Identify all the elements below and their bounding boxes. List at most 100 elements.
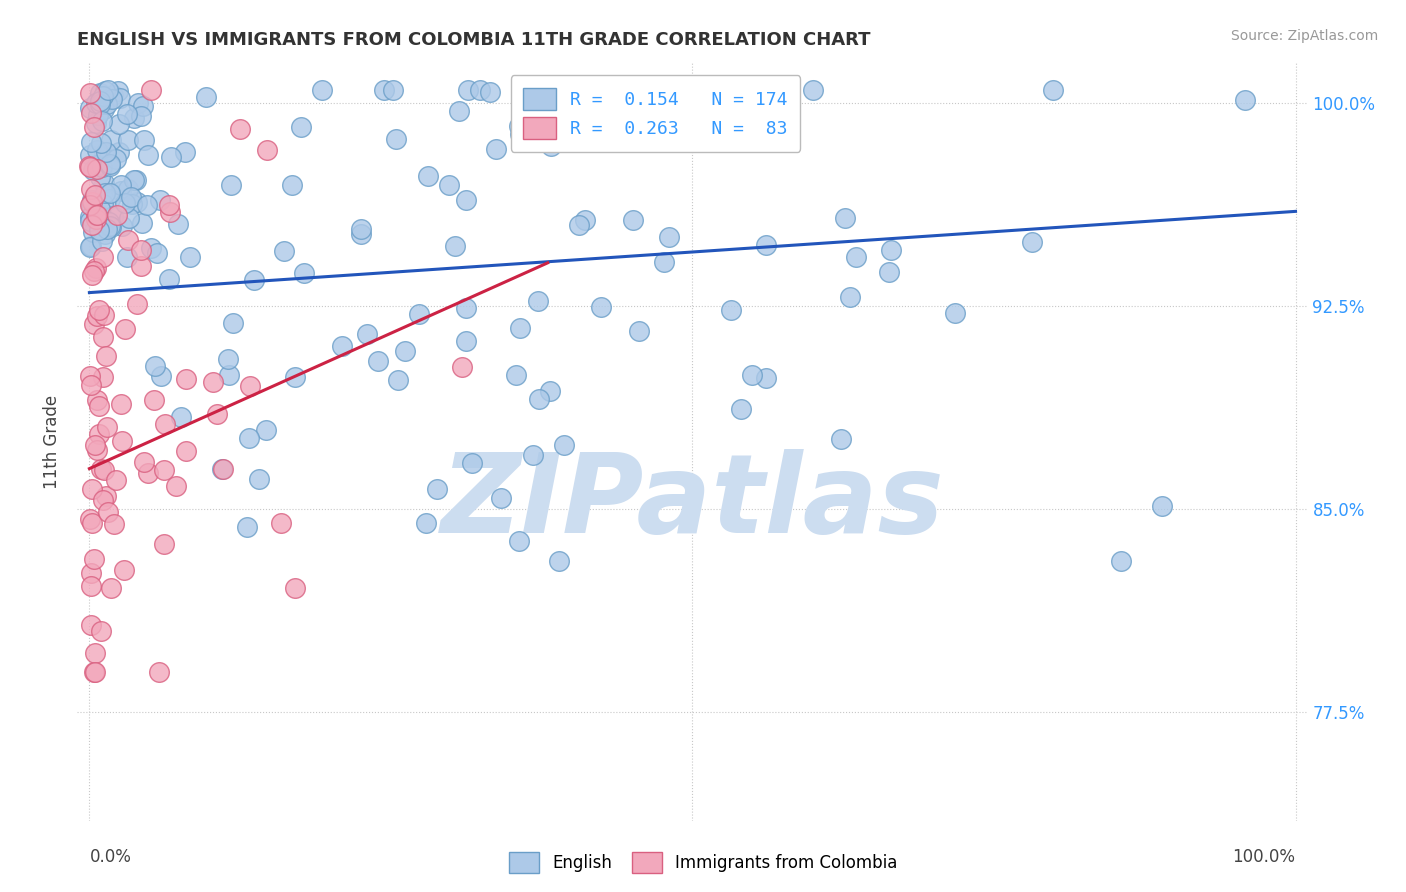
Point xyxy=(505,368,527,382)
Point xyxy=(720,303,742,318)
Point xyxy=(108,117,131,131)
Point xyxy=(79,159,101,173)
Point xyxy=(217,352,239,367)
Point xyxy=(356,326,378,341)
Point xyxy=(136,148,159,162)
Point xyxy=(256,143,278,157)
Point xyxy=(90,113,112,128)
Point xyxy=(173,145,195,159)
Point xyxy=(84,665,107,679)
Point xyxy=(105,152,128,166)
Point xyxy=(166,217,188,231)
Point xyxy=(1021,235,1043,250)
Point xyxy=(110,178,132,192)
Point xyxy=(84,96,107,111)
Point xyxy=(98,159,121,173)
Point xyxy=(153,536,176,550)
Point xyxy=(80,483,103,497)
Point xyxy=(84,647,107,661)
Legend: R =  0.154   N = 174, R =  0.263   N =  83: R = 0.154 N = 174, R = 0.263 N = 83 xyxy=(510,75,800,152)
Point xyxy=(426,482,449,496)
Point xyxy=(125,296,148,310)
Point xyxy=(270,516,292,530)
Point xyxy=(82,516,104,530)
Point xyxy=(834,211,856,225)
Point xyxy=(94,186,117,200)
Point xyxy=(111,219,134,233)
Point xyxy=(1111,554,1133,568)
Point xyxy=(454,301,477,315)
Point xyxy=(444,238,467,252)
Point xyxy=(593,82,616,96)
Point xyxy=(207,407,229,421)
Point xyxy=(84,211,107,226)
Point xyxy=(79,566,101,580)
Point xyxy=(98,219,121,234)
Point xyxy=(117,181,139,195)
Point xyxy=(79,239,101,253)
Point xyxy=(236,520,259,534)
Point xyxy=(284,370,307,384)
Point xyxy=(838,290,860,304)
Point xyxy=(124,173,146,187)
Point xyxy=(117,107,139,121)
Point xyxy=(508,119,530,133)
Point xyxy=(117,233,139,247)
Point xyxy=(454,334,477,348)
Point xyxy=(93,463,115,477)
Point xyxy=(89,170,111,185)
Point xyxy=(169,409,191,424)
Point xyxy=(350,227,373,242)
Point xyxy=(146,246,169,260)
Point xyxy=(114,322,136,336)
Point xyxy=(100,220,122,235)
Point xyxy=(139,241,162,255)
Point xyxy=(143,392,166,407)
Point xyxy=(79,210,101,224)
Point xyxy=(83,264,105,278)
Point xyxy=(129,244,152,258)
Point xyxy=(127,96,149,111)
Point xyxy=(84,187,107,202)
Point xyxy=(90,624,112,638)
Point xyxy=(79,148,101,162)
Point xyxy=(522,448,544,462)
Point xyxy=(418,169,440,184)
Point xyxy=(468,82,491,96)
Point xyxy=(86,208,108,222)
Point xyxy=(115,250,138,264)
Point xyxy=(79,101,101,115)
Point xyxy=(157,272,180,286)
Point xyxy=(101,92,124,106)
Point xyxy=(1042,82,1064,96)
Point xyxy=(449,104,471,119)
Point xyxy=(222,317,245,331)
Point xyxy=(557,82,579,96)
Point xyxy=(82,218,104,232)
Point xyxy=(373,82,395,96)
Point xyxy=(96,97,118,112)
Point xyxy=(110,91,132,105)
Point xyxy=(132,99,155,113)
Point xyxy=(91,89,114,103)
Point xyxy=(93,227,115,241)
Point xyxy=(509,321,531,335)
Point xyxy=(79,87,101,101)
Point xyxy=(94,349,117,363)
Point xyxy=(93,146,115,161)
Point xyxy=(86,143,108,157)
Point xyxy=(96,420,118,434)
Point xyxy=(98,215,121,229)
Point xyxy=(125,195,148,210)
Point xyxy=(129,259,152,273)
Point xyxy=(280,178,302,192)
Point xyxy=(96,222,118,236)
Point xyxy=(387,373,409,387)
Point xyxy=(79,369,101,384)
Point xyxy=(90,235,112,249)
Point xyxy=(82,163,104,178)
Point xyxy=(139,82,162,96)
Point xyxy=(877,265,900,279)
Point xyxy=(131,109,153,123)
Point xyxy=(284,581,307,595)
